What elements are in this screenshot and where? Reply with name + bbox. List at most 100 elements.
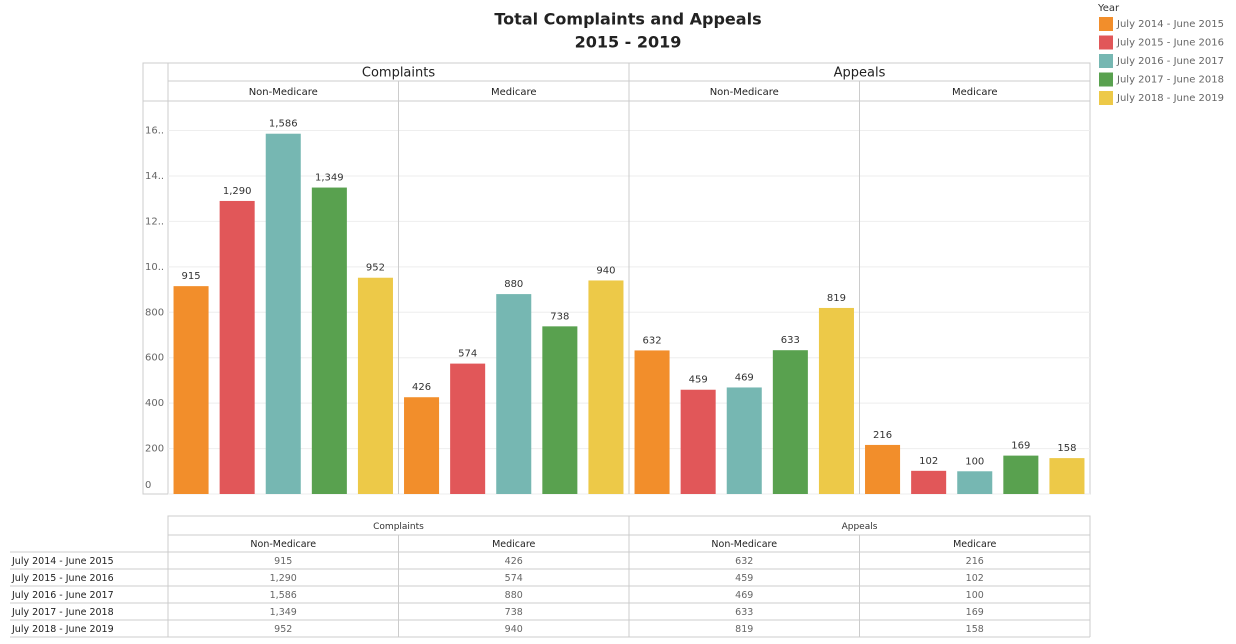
table-cell: 1,349 <box>270 607 297 618</box>
bar <box>818 307 854 494</box>
table-row-header: July 2017 - June 2018 <box>11 607 114 618</box>
y-tick-label: 800 <box>145 307 164 318</box>
value-label: 915 <box>182 271 201 282</box>
table-cell: 940 <box>505 624 523 635</box>
legend-swatch <box>1099 72 1113 87</box>
table-cell: 633 <box>735 607 753 618</box>
bar <box>772 350 808 494</box>
table-row-header: July 2018 - June 2019 <box>11 624 114 635</box>
table-row-header: July 2016 - June 2017 <box>11 590 114 601</box>
bar <box>865 444 901 494</box>
legend-label: July 2016 - June 2017 <box>1116 56 1224 67</box>
table-group-header: Complaints <box>373 522 424 532</box>
table-cell: 915 <box>274 556 292 567</box>
value-label: 1,586 <box>269 119 298 130</box>
table-cell: 169 <box>966 607 984 618</box>
table-cell: 880 <box>505 590 523 601</box>
value-label: 1,349 <box>315 173 344 184</box>
table-cell: 100 <box>966 590 984 601</box>
legend-swatch <box>1099 54 1113 68</box>
y-tick-label: 12.. <box>145 216 164 227</box>
bar <box>404 397 440 494</box>
table-cell: 574 <box>505 573 523 584</box>
bar <box>911 470 947 494</box>
value-label: 952 <box>366 263 385 274</box>
table-column-header: Medicare <box>953 539 996 550</box>
value-label: 819 <box>827 293 846 304</box>
table-cell: 216 <box>966 556 984 567</box>
value-label: 633 <box>781 335 800 346</box>
table-row-header: July 2015 - June 2016 <box>11 573 114 584</box>
category-label: Non-Medicare <box>249 87 318 98</box>
group-label: Complaints <box>362 66 435 81</box>
value-label: 216 <box>873 430 892 441</box>
category-label: Medicare <box>491 87 537 98</box>
table-cell: 459 <box>735 573 753 584</box>
value-label: 100 <box>965 456 984 467</box>
table-cell: 952 <box>274 624 292 635</box>
category-label: Medicare <box>952 87 998 98</box>
table-column-header: Non-Medicare <box>711 539 777 550</box>
bar <box>957 471 993 494</box>
bar <box>496 294 532 494</box>
value-label: 426 <box>412 382 431 393</box>
y-tick-label: 600 <box>145 353 164 364</box>
table-cell: 102 <box>966 573 984 584</box>
legend-swatch <box>1099 91 1113 105</box>
bar <box>588 280 624 494</box>
table-column-header: Non-Medicare <box>250 539 316 550</box>
bar <box>173 286 209 494</box>
table-row-header: July 2014 - June 2015 <box>11 556 114 567</box>
legend-label: July 2018 - June 2019 <box>1116 93 1224 104</box>
table-cell: 158 <box>966 624 984 635</box>
chart-title: Total Complaints and Appeals <box>494 10 761 29</box>
category-label: Non-Medicare <box>710 87 779 98</box>
bar <box>542 326 578 494</box>
table-cell: 632 <box>735 556 753 567</box>
value-label: 632 <box>643 335 662 346</box>
value-label: 169 <box>1011 441 1030 452</box>
bar <box>1003 455 1039 494</box>
bar <box>265 133 301 494</box>
y-tick-label: 14.. <box>145 171 164 182</box>
value-label: 459 <box>689 375 708 386</box>
bar <box>450 363 486 494</box>
value-label: 1,290 <box>223 186 252 197</box>
bar <box>357 277 393 494</box>
y-tick-label: 10.. <box>145 262 164 273</box>
table-cell: 426 <box>505 556 523 567</box>
table-cell: 819 <box>735 624 753 635</box>
legend-swatch <box>1099 17 1113 31</box>
value-label: 574 <box>458 349 477 360</box>
value-label: 102 <box>919 456 938 467</box>
value-label: 158 <box>1057 443 1076 454</box>
legend-label: July 2015 - June 2016 <box>1116 38 1224 49</box>
table-group-header: Appeals <box>842 522 878 532</box>
table-column-header: Medicare <box>492 539 535 550</box>
group-label: Appeals <box>834 66 886 81</box>
y-tick-label: 200 <box>145 444 164 455</box>
bar <box>1049 458 1085 494</box>
bar <box>311 187 347 494</box>
table-cell: 469 <box>735 590 753 601</box>
bar <box>219 200 255 495</box>
legend-label: July 2014 - June 2015 <box>1116 19 1224 30</box>
table-cell: 1,290 <box>270 573 297 584</box>
table-cell: 1,586 <box>270 590 297 601</box>
legend-swatch <box>1099 35 1113 50</box>
value-label: 738 <box>550 311 569 322</box>
value-label: 880 <box>504 279 523 290</box>
y-tick-label: 16.. <box>145 126 164 137</box>
value-label: 940 <box>596 265 615 276</box>
bar <box>726 387 762 494</box>
chart-subtitle: 2015 - 2019 <box>575 33 682 52</box>
legend-label: July 2017 - June 2018 <box>1116 75 1224 86</box>
value-label: 469 <box>735 372 754 383</box>
y-tick-label: 400 <box>145 398 164 409</box>
table-cell: 738 <box>505 607 523 618</box>
bar <box>680 389 716 494</box>
y-tick-label: 0 <box>145 480 151 491</box>
bar <box>634 350 670 494</box>
